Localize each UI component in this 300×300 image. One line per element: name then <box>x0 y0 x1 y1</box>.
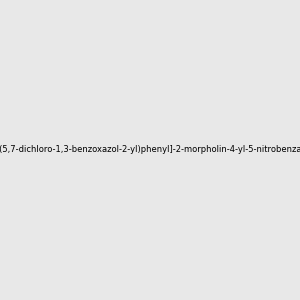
Text: N-[3-(5,7-dichloro-1,3-benzoxazol-2-yl)phenyl]-2-morpholin-4-yl-5-nitrobenzamide: N-[3-(5,7-dichloro-1,3-benzoxazol-2-yl)p… <box>0 146 300 154</box>
